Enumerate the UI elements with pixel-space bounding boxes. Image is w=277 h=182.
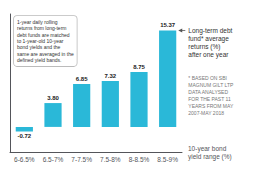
- svg-text:YEARS FROM MAY: YEARS FROM MAY: [188, 103, 234, 109]
- svg-text:same are averaged in the: same are averaged in the: [17, 51, 74, 57]
- svg-text:8.75: 8.75: [133, 64, 145, 70]
- svg-text:defined yield bands.: defined yield bands.: [17, 57, 61, 63]
- svg-text:8-8.5%: 8-8.5%: [129, 156, 150, 163]
- svg-text:* BASED ON SBI: * BASED ON SBI: [188, 75, 227, 81]
- svg-text:15.37: 15.37: [160, 22, 176, 28]
- svg-text:fund* average: fund* average: [188, 35, 229, 43]
- svg-text:returns from long-term: returns from long-term: [17, 25, 66, 31]
- svg-text:DATA ANALYSED: DATA ANALYSED: [188, 89, 228, 95]
- svg-text:6.85: 6.85: [76, 76, 88, 82]
- svg-text:-0.72: -0.72: [17, 133, 31, 139]
- svg-text:7-7.5%: 7-7.5%: [71, 156, 92, 163]
- svg-text:7.32: 7.32: [104, 73, 116, 79]
- svg-text:10-year bond: 10-year bond: [188, 145, 227, 153]
- svg-text:3.80: 3.80: [47, 95, 59, 101]
- svg-text:after one year: after one year: [188, 51, 229, 59]
- svg-text:7.5-8%: 7.5-8%: [100, 156, 121, 163]
- svg-text:8.5-9%: 8.5-9%: [157, 156, 178, 163]
- svg-text:6-6.5%: 6-6.5%: [14, 156, 35, 163]
- svg-text:bond yields and the: bond yields and the: [17, 44, 61, 50]
- svg-text:6.5-7%: 6.5-7%: [43, 156, 64, 163]
- svg-text:Long-term debt: Long-term debt: [188, 27, 232, 35]
- svg-text:2007-MAY 2018: 2007-MAY 2018: [188, 110, 224, 116]
- svg-text:debt funds are matched: debt funds are matched: [17, 32, 70, 38]
- svg-text:1-year daily rolling: 1-year daily rolling: [17, 19, 58, 25]
- svg-text:to 1-year-old 10-year: to 1-year-old 10-year: [17, 38, 64, 44]
- svg-text:returns (%): returns (%): [188, 43, 220, 51]
- svg-text:MAGNUM GILT LTP: MAGNUM GILT LTP: [188, 82, 234, 88]
- svg-text:yield range (%): yield range (%): [188, 153, 232, 161]
- svg-text:FOR THE PAST 11: FOR THE PAST 11: [188, 96, 231, 102]
